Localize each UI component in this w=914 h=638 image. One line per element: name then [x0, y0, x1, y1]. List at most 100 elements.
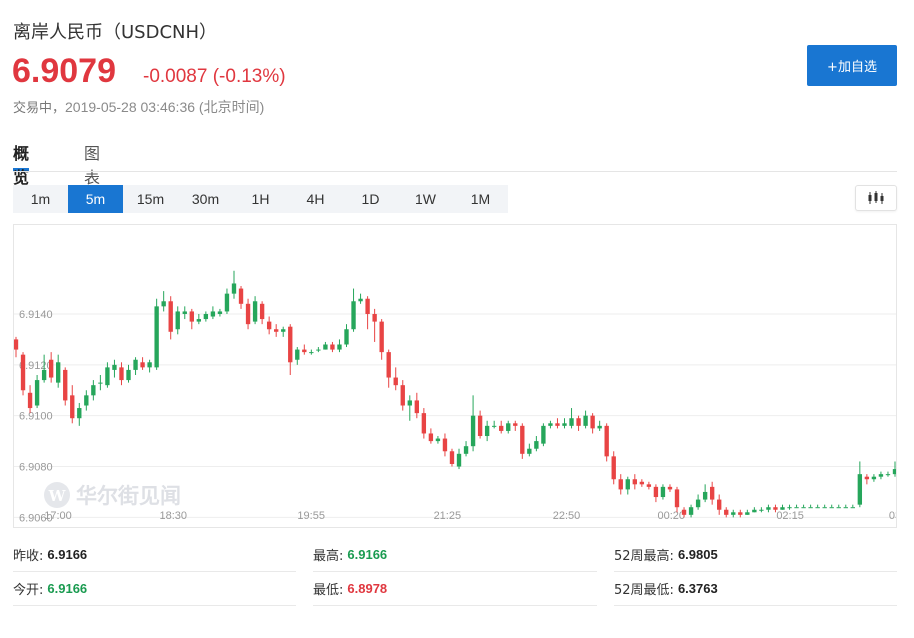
- candle: [379, 319, 384, 360]
- candle-body: [407, 400, 412, 406]
- candle: [513, 420, 518, 431]
- candle-body: [34, 380, 40, 406]
- period-1d[interactable]: 1D: [361, 191, 380, 207]
- stat-label: 52周最低:: [614, 583, 674, 598]
- candle: [309, 349, 314, 355]
- candle: [140, 357, 145, 370]
- candle-body: [210, 311, 216, 317]
- x-tick-label: 19:55: [297, 510, 325, 522]
- candle: [358, 293, 363, 304]
- add-watchlist-button[interactable]: +加自选: [807, 45, 897, 86]
- candle: [288, 324, 293, 375]
- candle: [421, 408, 427, 439]
- candle: [91, 380, 96, 401]
- candle-body: [27, 392, 33, 409]
- stat-52w-high: 52周最高: 6.9805: [614, 538, 897, 572]
- candle-body: [604, 425, 609, 457]
- x-tick-label: 03:4: [889, 510, 897, 522]
- instrument-title: 离岸人民币（USDCNH）: [13, 22, 218, 43]
- candle-body: [456, 453, 462, 467]
- period-5m[interactable]: 5m: [68, 185, 123, 213]
- candle: [604, 423, 609, 462]
- candle-body: [168, 301, 173, 332]
- candle-body: [688, 507, 694, 515]
- candle: [695, 494, 701, 510]
- candle-body: [323, 344, 328, 350]
- candle: [625, 476, 630, 495]
- stat-open: 今开: 6.9166: [13, 572, 296, 606]
- trading-status: 交易中，2019-05-28 03:46:36 (北京时间): [13, 97, 264, 117]
- watermark-logo-letter: W: [48, 487, 67, 505]
- candle-body: [625, 479, 630, 490]
- candle: [154, 298, 159, 370]
- period-4h[interactable]: 4H: [306, 191, 325, 207]
- candle: [34, 375, 40, 409]
- candle-body: [484, 425, 490, 437]
- candle: [41, 354, 47, 383]
- stat-prev-close: 昨收: 6.9166: [13, 538, 296, 572]
- candle: [822, 504, 827, 509]
- period-30m[interactable]: 30m: [191, 191, 220, 207]
- stat-label: 昨收:: [13, 549, 44, 564]
- stat-low: 最低: 6.8978: [313, 572, 597, 606]
- candle: [632, 474, 637, 490]
- candle-body: [421, 413, 427, 434]
- candle-body: [801, 507, 806, 509]
- period-15m[interactable]: 15m: [136, 191, 165, 207]
- period-1m[interactable]: 1m: [30, 191, 51, 207]
- candle-body: [161, 301, 166, 307]
- candle: [477, 410, 483, 439]
- candle-body: [316, 349, 321, 351]
- candle: [653, 484, 659, 503]
- candle: [323, 341, 328, 350]
- candle-body: [245, 303, 251, 325]
- period-1mo[interactable]: 1M: [470, 191, 491, 207]
- period-1h[interactable]: 1H: [251, 191, 270, 207]
- period-selector: 1m 5m 15m 30m 1H 4H 1D 1W 1M: [13, 185, 508, 213]
- candle-body: [428, 433, 434, 442]
- candle: [780, 504, 785, 510]
- candle-body: [534, 441, 539, 449]
- candle: [506, 420, 511, 434]
- candle-body: [632, 479, 637, 485]
- stat-high: 最高: 6.9166: [313, 538, 597, 572]
- candle-body: [871, 476, 877, 480]
- tab-overview[interactable]: 概览: [13, 140, 30, 187]
- candle-body: [189, 311, 194, 322]
- candle-body: [513, 423, 518, 426]
- candle: [773, 504, 778, 513]
- candle-body: [618, 479, 623, 490]
- candlestick-icon: [868, 191, 884, 204]
- candle-body: [808, 507, 813, 509]
- candle-body: [231, 283, 237, 294]
- candle: [133, 357, 138, 375]
- candle-body: [653, 486, 659, 498]
- candle-body: [140, 362, 145, 368]
- candle-body: [203, 313, 209, 320]
- candle-body: [463, 446, 469, 454]
- candle: [681, 507, 687, 518]
- stat-value: 6.9166: [47, 581, 88, 596]
- candle: [850, 504, 855, 509]
- tab-chart[interactable]: 图表: [84, 144, 101, 187]
- y-tick-label: 6.9100: [19, 411, 53, 423]
- price-chart[interactable]: 6.9140 6.9120 6.9100 6.9080 6.9060 17:00 18:30…: [13, 224, 897, 528]
- candle-body: [766, 507, 771, 510]
- candle-body: [576, 418, 581, 426]
- candle: [759, 507, 764, 513]
- candle: [126, 364, 131, 383]
- candle-body: [759, 509, 764, 511]
- candle-body: [63, 369, 68, 401]
- candle: [414, 392, 420, 419]
- period-1w[interactable]: 1W: [415, 191, 436, 207]
- chart-type-button[interactable]: [855, 185, 897, 211]
- price-change: -0.0087 (-0.13%): [143, 66, 286, 87]
- candle-body: [182, 311, 187, 314]
- candle-body: [337, 344, 342, 350]
- candle: [196, 313, 202, 325]
- candle-body: [499, 425, 504, 431]
- candle-body: [330, 344, 335, 350]
- candle-body: [569, 418, 574, 426]
- candle: [274, 324, 279, 337]
